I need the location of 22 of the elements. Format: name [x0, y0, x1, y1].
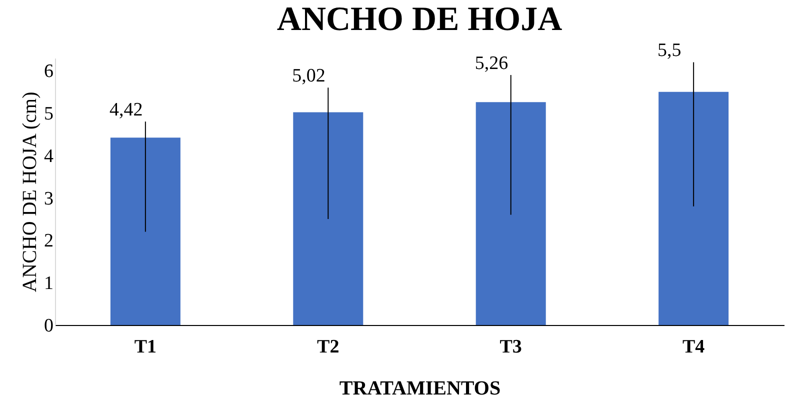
- bar: [476, 102, 546, 325]
- y-tick-label: 6: [44, 61, 54, 82]
- data-label: 4,42: [109, 100, 143, 121]
- chart-title: ANCHO DE HOJA: [276, 1, 563, 38]
- x-tick-label: T4: [682, 336, 706, 358]
- y-tick-label: 1: [44, 273, 54, 294]
- x-tick-label: T3: [500, 336, 522, 358]
- data-label: 5,5: [658, 40, 682, 62]
- y-tick-label: 0: [44, 316, 54, 336]
- x-axis-title: TRATAMIENTOS: [339, 378, 501, 400]
- data-label: 5,02: [292, 66, 326, 87]
- y-tick-label: 3: [44, 188, 54, 210]
- y-tick-label: 2: [44, 230, 54, 252]
- bar: [658, 92, 729, 325]
- y-axis-title: ANCHO DE HOJA (cm): [19, 92, 41, 292]
- data-label: 5,26: [474, 52, 508, 74]
- x-tick-label: T1: [134, 336, 157, 358]
- y-tick-label: 4: [44, 146, 54, 167]
- y-tick-label: 5: [44, 104, 54, 125]
- bar: [293, 112, 364, 325]
- x-tick-label: T2: [317, 336, 340, 358]
- bar: [110, 138, 180, 325]
